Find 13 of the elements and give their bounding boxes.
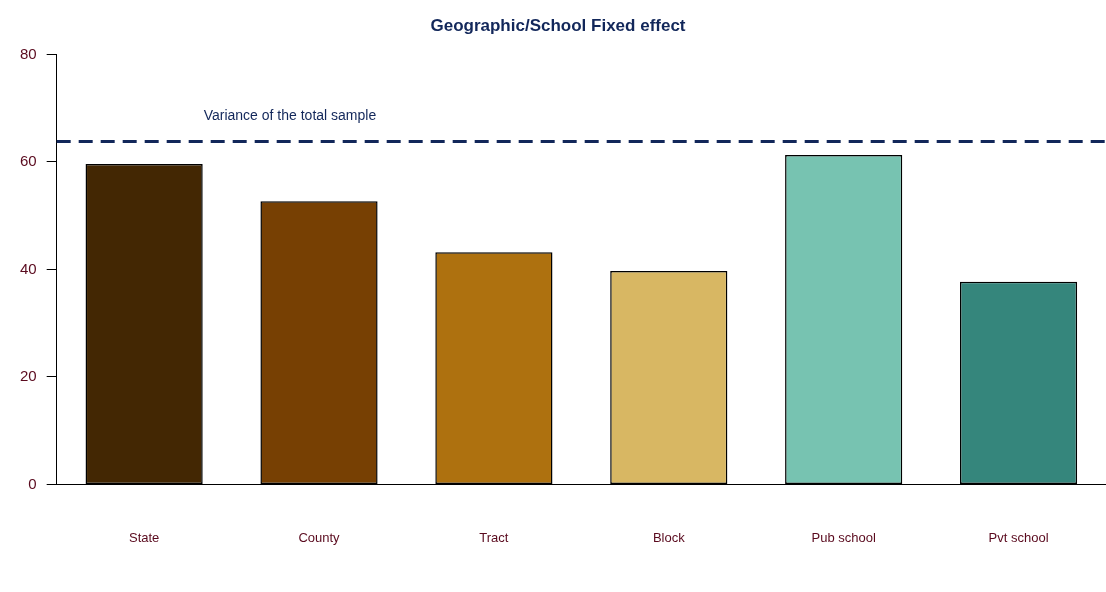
x-tick-label: Pvt school [988,529,1049,545]
y-tick-label: 80 [20,44,37,62]
y-tick-label: 40 [20,259,37,277]
y-tick-label: 60 [20,152,37,170]
x-tick-label: Pub school [811,529,876,545]
y-tick-label: 0 [28,474,37,492]
x-tick-label: Block [652,529,686,545]
chart-title: Geographic/School Fixed effect [430,15,686,35]
x-tick-label: County [298,529,341,545]
x-tick-label: State [128,529,160,545]
x-tick-label: Tract [479,529,509,545]
ref-line-label: Variance of the total sample [203,107,377,124]
y-tick-label: 20 [20,367,37,385]
